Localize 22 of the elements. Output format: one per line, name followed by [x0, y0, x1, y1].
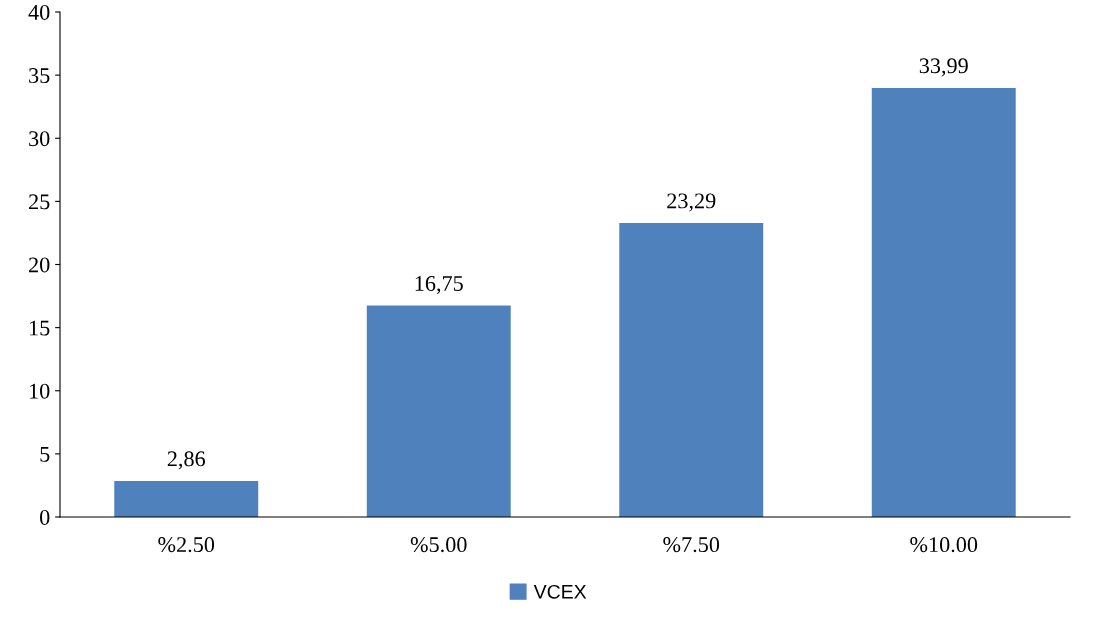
legend-label: VCEX: [533, 584, 587, 599]
x-tick-label: %5.00: [410, 537, 467, 553]
y-tick-label: 0: [40, 509, 50, 525]
data-label: 23,29: [667, 193, 716, 212]
y-tick-label: 15: [30, 320, 50, 336]
bar: [366, 305, 511, 517]
data-label: 2,86: [167, 451, 206, 470]
y-tick-label: 5: [40, 447, 50, 462]
y-tick-label: 40: [28, 4, 50, 20]
bar: [871, 87, 1016, 517]
x-tick-label: %7.50: [663, 537, 720, 553]
x-tick-label: %2.50: [158, 537, 215, 553]
x-tick-label: %10.00: [910, 537, 978, 553]
bar: [619, 222, 764, 517]
y-tick-label: 20: [29, 257, 50, 273]
y-tick-label: 35: [29, 68, 50, 84]
data-label: 33,99: [919, 58, 968, 77]
y-tick-label: 25: [29, 194, 50, 210]
bar: [114, 480, 259, 517]
data-label: 16,75: [415, 275, 463, 295]
y-tick-label: 10: [30, 383, 50, 399]
y-tick-label: 30: [29, 131, 50, 147]
